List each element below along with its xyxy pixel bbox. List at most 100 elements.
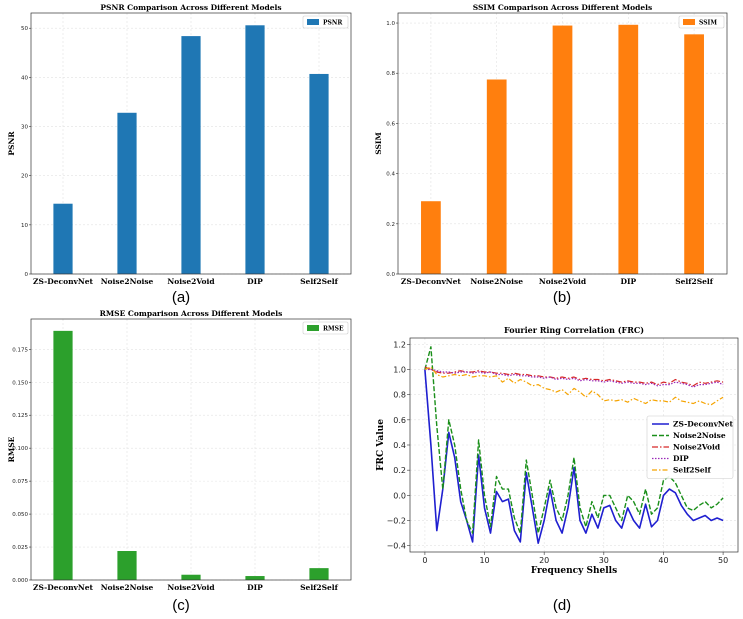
x-tick-label: 50 xyxy=(718,556,728,565)
bar-ZS-DeconvNet xyxy=(53,203,73,274)
x-category-label: DIP xyxy=(247,583,263,592)
panel-caption: (a) xyxy=(172,289,190,306)
bar-Self2Self xyxy=(309,568,329,580)
x-tick-label: 0 xyxy=(422,556,427,565)
bar-Noise2Noise xyxy=(117,551,137,580)
plot-frame xyxy=(397,12,728,275)
legend-label: SSIM xyxy=(699,20,717,27)
bar-Noise2Void xyxy=(181,36,201,274)
y-tick-label: 0.175 xyxy=(12,347,28,353)
x-category-label: Self2Self xyxy=(300,583,339,592)
chart-1: 0.0 0.2 0.4 0.6 0.8 1.0 ZS-DeconvNet Noise2Nois… xyxy=(374,3,728,306)
series-line-Self2Self xyxy=(424,366,724,406)
y-tick-label: 0.2 xyxy=(393,466,406,475)
legend-label: Noise2Noise xyxy=(673,431,726,440)
legend-label: Self2Self xyxy=(673,466,712,475)
legend-swatch xyxy=(683,19,695,25)
panel-caption: (c) xyxy=(172,597,190,614)
x-axis-label: Frequency Shells xyxy=(531,566,617,576)
legend-swatch xyxy=(307,19,319,25)
panel-caption: (b) xyxy=(553,289,571,306)
y-tick-label: 0.4 xyxy=(393,441,406,450)
x-category-label: ZS-DeconvNet xyxy=(33,583,94,592)
y-tick-label: 0.0 xyxy=(386,272,395,278)
x-category-label: Noise2Void xyxy=(167,277,215,286)
y-tick-label: 40 xyxy=(21,75,28,81)
chart-title: Fourier Ring Correlation (FRC) xyxy=(504,325,644,335)
chart-frc: −0.4 −0.2 0.0 0.2 0.4 0.6 0.8 1.0 1.2 0 10 20 30 40 50… xyxy=(376,325,739,614)
y-tick-label: 0.8 xyxy=(393,391,406,400)
bar-Noise2Void xyxy=(552,25,573,274)
y-tick-label: −0.4 xyxy=(387,542,406,551)
y-tick-label: 0.2 xyxy=(386,222,395,228)
y-tick-label: 0.6 xyxy=(393,416,406,425)
y-tick-label: 1.0 xyxy=(393,365,406,374)
y-tick-label: 0.6 xyxy=(386,121,395,127)
x-category-label: Noise2Noise xyxy=(470,277,523,286)
x-category-label: Self2Self xyxy=(675,277,714,286)
x-category-label: DIP xyxy=(247,277,263,286)
chart-0: 0 10 20 30 40 50 ZS-DeconvNet Noise2Noise Noise2… xyxy=(7,3,352,306)
legend-label: Noise2Void xyxy=(673,443,721,452)
y-tick-label: 1.0 xyxy=(386,21,395,27)
y-tick-label: 0.4 xyxy=(386,172,395,178)
chart-title: RMSE Comparison Across Different Models xyxy=(100,309,283,318)
y-tick-label: 0.150 xyxy=(12,380,28,386)
y-tick-label: 10 xyxy=(21,223,28,229)
chart-2: 0.000 0.025 0.050 0.075 0.100 0.125 0.150 0.175… xyxy=(7,309,352,614)
bar-DIP xyxy=(618,24,639,274)
bar-Self2Self xyxy=(309,73,329,274)
y-tick-label: 0 xyxy=(25,272,29,278)
bar-Noise2Noise xyxy=(117,112,137,274)
x-tick-label: 30 xyxy=(599,556,609,565)
y-tick-label: 0.8 xyxy=(386,71,395,77)
y-tick-label: 0.100 xyxy=(12,446,28,452)
x-tick-label: 20 xyxy=(539,556,549,565)
chart-title: PSNR Comparison Across Different Models xyxy=(100,3,281,12)
y-tick-label: 30 xyxy=(21,125,28,131)
bar-ZS-DeconvNet xyxy=(421,201,441,274)
y-axis-label: RMSE xyxy=(7,436,16,462)
panel-caption: (d) xyxy=(553,597,571,614)
x-category-label: ZS-DeconvNet xyxy=(33,277,94,286)
y-tick-label: −0.2 xyxy=(387,517,406,526)
x-category-label: ZS-DeconvNet xyxy=(401,277,462,286)
y-axis-label: PSNR xyxy=(7,131,16,156)
y-axis-label: SSIM xyxy=(374,132,383,154)
series-line-ZS-DeconvNet xyxy=(424,369,724,544)
x-category-label: Self2Self xyxy=(300,277,339,286)
bar-ZS-DeconvNet xyxy=(53,330,73,580)
bar-Noise2Void xyxy=(181,574,201,580)
y-tick-label: 0.000 xyxy=(12,578,28,584)
y-tick-label: 0.025 xyxy=(12,545,28,551)
y-tick-label: 50 xyxy=(21,26,28,32)
y-tick-label: 1.2 xyxy=(393,340,406,349)
bar-Noise2Noise xyxy=(486,79,507,274)
x-category-label: Noise2Void xyxy=(167,583,215,592)
y-tick-label: 0.050 xyxy=(12,512,28,518)
y-tick-label: 0.075 xyxy=(12,479,28,485)
series-line-Noise2Noise xyxy=(424,346,724,534)
x-category-label: Noise2Noise xyxy=(101,583,154,592)
bar-DIP xyxy=(245,25,265,275)
plot-frame xyxy=(30,318,352,581)
bar-Self2Self xyxy=(684,34,704,275)
x-tick-label: 10 xyxy=(479,556,489,565)
legend-label: DIP xyxy=(673,454,689,463)
legend-box xyxy=(646,415,734,479)
x-tick-label: 40 xyxy=(658,556,668,565)
x-category-label: Noise2Void xyxy=(539,277,587,286)
legend-label: PSNR xyxy=(323,20,343,27)
legend-label: ZS-DeconvNet xyxy=(673,420,734,429)
x-category-label: Noise2Noise xyxy=(101,277,154,286)
bar-DIP xyxy=(245,576,265,580)
plot-frame xyxy=(30,12,352,275)
y-axis-label: FRC Value xyxy=(376,419,386,471)
series-line-Noise2Void xyxy=(424,366,724,387)
legend-swatch xyxy=(307,325,319,331)
chart-title: SSIM Comparison Across Different Models xyxy=(473,3,653,12)
y-tick-label: 20 xyxy=(21,174,28,180)
legend-label: RMSE xyxy=(323,326,344,333)
x-category-label: DIP xyxy=(620,277,636,286)
